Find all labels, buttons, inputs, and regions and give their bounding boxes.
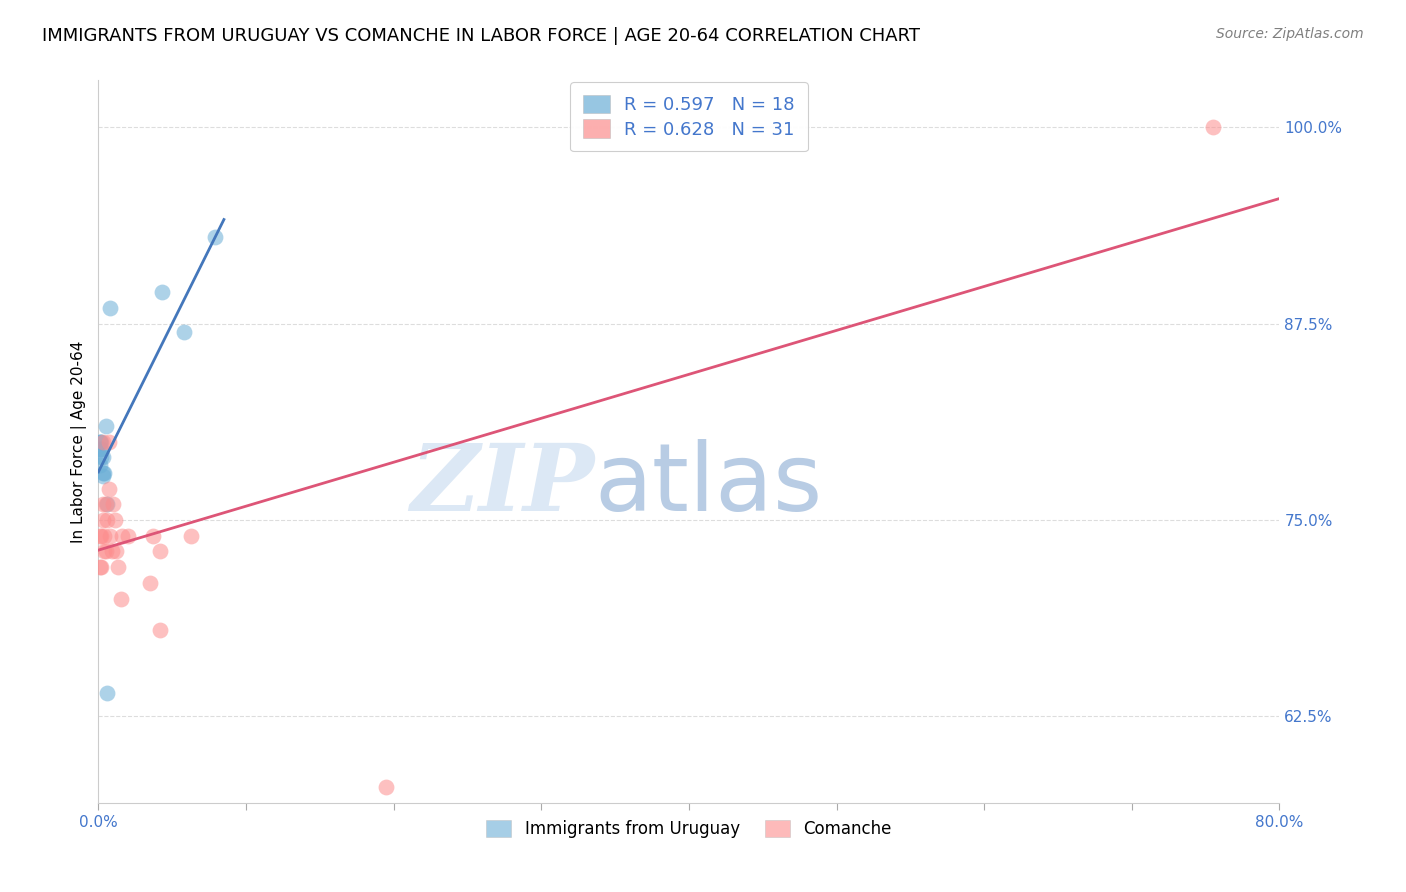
- Point: [90, 442, 112, 457]
- Point: [93, 466, 115, 480]
- Point: [91, 513, 114, 527]
- Point: [111, 529, 134, 543]
- Point: [97, 482, 120, 496]
- Point: [89, 434, 111, 449]
- Point: [117, 529, 139, 543]
- Point: [96, 497, 118, 511]
- Point: [90, 434, 112, 449]
- Point: [150, 285, 173, 300]
- Point: [110, 591, 132, 606]
- Point: [173, 325, 195, 339]
- Point: [89, 560, 111, 574]
- Point: [91, 450, 114, 465]
- Point: [90, 450, 112, 465]
- Point: [91, 497, 114, 511]
- Point: [98, 301, 121, 315]
- Text: atlas: atlas: [595, 439, 823, 531]
- Point: [100, 544, 122, 558]
- Point: [96, 686, 118, 700]
- Point: [94, 418, 117, 433]
- Point: [91, 469, 114, 483]
- Point: [89, 458, 111, 472]
- Point: [375, 780, 398, 794]
- Point: [91, 434, 114, 449]
- Point: [89, 434, 111, 449]
- Point: [93, 529, 115, 543]
- Point: [89, 529, 111, 543]
- Point: [90, 529, 112, 543]
- Y-axis label: In Labor Force | Age 20-64: In Labor Force | Age 20-64: [72, 341, 87, 542]
- Point: [149, 544, 172, 558]
- Point: [105, 544, 128, 558]
- Point: [91, 466, 114, 480]
- Point: [97, 434, 120, 449]
- Text: ZIP: ZIP: [411, 440, 595, 530]
- Text: IMMIGRANTS FROM URUGUAY VS COMANCHE IN LABOR FORCE | AGE 20-64 CORRELATION CHART: IMMIGRANTS FROM URUGUAY VS COMANCHE IN L…: [42, 27, 920, 45]
- Point: [204, 230, 226, 244]
- Point: [93, 544, 115, 558]
- Text: Source: ZipAtlas.com: Source: ZipAtlas.com: [1216, 27, 1364, 41]
- Point: [98, 529, 121, 543]
- Point: [149, 623, 172, 637]
- Point: [96, 513, 118, 527]
- Legend: Immigrants from Uruguay, Comanche: Immigrants from Uruguay, Comanche: [479, 814, 898, 845]
- Point: [142, 529, 165, 543]
- Point: [1202, 120, 1225, 135]
- Point: [104, 513, 127, 527]
- Point: [90, 560, 112, 574]
- Point: [139, 575, 162, 590]
- Point: [94, 497, 117, 511]
- Point: [94, 544, 117, 558]
- Point: [89, 442, 111, 457]
- Point: [107, 560, 129, 574]
- Point: [103, 497, 125, 511]
- Point: [180, 529, 202, 543]
